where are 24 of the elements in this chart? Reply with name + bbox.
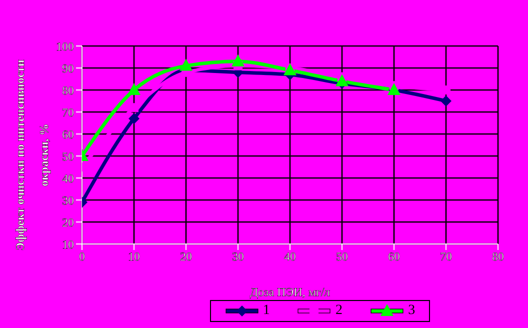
y-tick-label: 100 [56, 39, 74, 54]
x-tick-label: 40 [284, 250, 296, 264]
legend-label: 2 [335, 303, 342, 319]
y-tick-label: 50 [62, 149, 74, 164]
x-tick-label: 70 [440, 250, 452, 264]
y-tick-label: 60 [62, 127, 74, 142]
x-tick-label: 50 [336, 250, 348, 264]
y-tick-label: 30 [62, 193, 74, 208]
x-tick-label: 20 [180, 250, 192, 264]
x-tick-label: 0 [79, 250, 85, 264]
y-tick-label: 10 [62, 237, 74, 252]
y-tick-label: 90 [62, 61, 74, 76]
x-tick-label: 60 [388, 250, 400, 264]
y-tick-label: 40 [62, 171, 74, 186]
x-tick-label: 10 [128, 250, 140, 264]
legend-label: 3 [408, 303, 416, 319]
y-tick-label: 20 [62, 215, 74, 230]
legend-label: 1 [262, 303, 270, 319]
y-tick-label: 70 [62, 105, 74, 120]
x-axis-title: Доза ПЭИ, мг/л [250, 285, 330, 299]
y-axis-title: Эффект очистки по интенсивности окраски, % [13, 59, 51, 250]
y-tick-label: 80 [62, 83, 74, 98]
x-tick-label: 30 [232, 250, 244, 264]
x-tick-label: 80 [492, 250, 504, 264]
